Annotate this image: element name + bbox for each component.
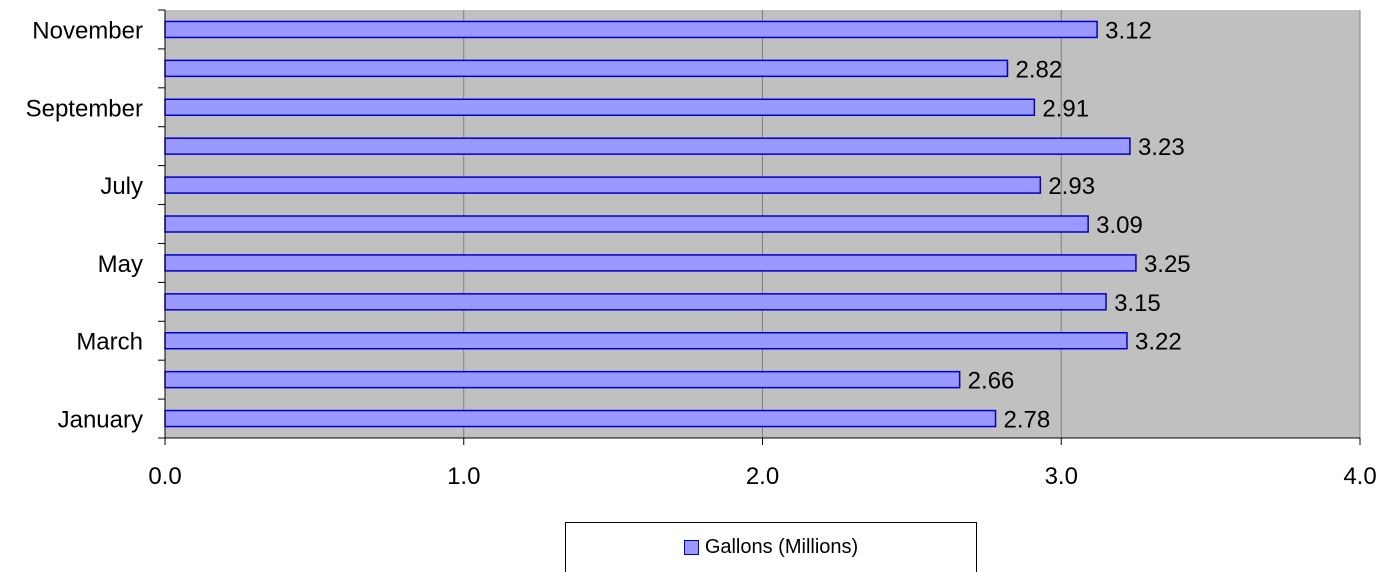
bar-value-label: 3.09 <box>1096 212 1143 239</box>
x-tick-label: 1.0 <box>447 463 480 490</box>
x-tick-label: 3.0 <box>1045 463 1078 490</box>
bar-value-label: 2.82 <box>1015 56 1062 83</box>
bar-value-label: 2.93 <box>1048 173 1095 200</box>
bar <box>164 215 1089 233</box>
y-tick-label: May <box>98 251 143 278</box>
y-tick-label: March <box>76 329 143 356</box>
bar-value-label: 3.25 <box>1144 251 1191 278</box>
bar <box>164 98 1036 117</box>
bar-value-label: 2.78 <box>1004 407 1051 434</box>
y-tick-label: September <box>26 95 143 122</box>
bar <box>164 59 1009 78</box>
x-tick-label: 0.0 <box>148 463 181 490</box>
bar <box>164 137 1131 155</box>
bar-value-label: 3.12 <box>1105 17 1152 44</box>
bar-value-label: 3.22 <box>1135 329 1182 356</box>
bar-value-label: 2.91 <box>1042 95 1089 122</box>
bar <box>164 370 961 389</box>
bar <box>164 409 997 428</box>
bar-value-label: 3.23 <box>1138 134 1185 161</box>
bar <box>164 176 1042 194</box>
bar-chart: 2.78 2.66 3.22 3.15 3.253.092.93 3.23 2.91 2.82… <box>26 9 1377 490</box>
bar <box>164 293 1107 311</box>
bar <box>164 254 1137 272</box>
x-tick-label: 4.0 <box>1343 463 1376 490</box>
bar <box>164 331 1128 350</box>
legend-swatch <box>683 540 699 555</box>
bar-value-label: 2.66 <box>968 368 1015 395</box>
legend: Gallons (Millions) <box>565 522 977 572</box>
y-tick-label: July <box>100 173 143 200</box>
y-tick-label: January <box>58 407 143 434</box>
x-tick-label: 2.0 <box>746 463 779 490</box>
y-tick-label: November <box>32 17 143 44</box>
bar <box>164 20 1098 39</box>
legend-label: Gallons (Millions) <box>704 536 859 558</box>
bar-value-label: 3.15 <box>1114 290 1161 317</box>
